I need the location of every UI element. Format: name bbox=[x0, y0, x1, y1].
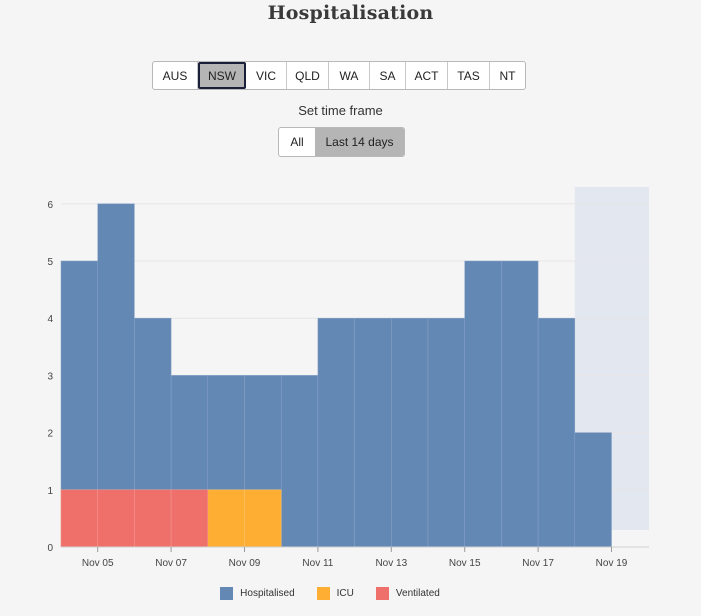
legend-swatch-hospitalised bbox=[220, 587, 234, 600]
bar-hospitalised bbox=[501, 260, 539, 548]
legend-swatch-ventilated bbox=[375, 587, 389, 600]
legend-label-hospitalised: Hospitalised bbox=[240, 588, 295, 599]
x-tick-label: Nov 17 bbox=[522, 558, 554, 569]
y-tick-label: 6 bbox=[47, 200, 53, 211]
legend-item-icu: ICU bbox=[316, 587, 354, 600]
bar-ventilated bbox=[170, 489, 209, 548]
y-tick-label: 5 bbox=[47, 257, 53, 268]
bar-icu bbox=[207, 489, 245, 548]
bar-hospitalised bbox=[574, 432, 612, 548]
timeframe-button-last-14-days[interactable]: Last 14 days bbox=[315, 128, 404, 156]
x-tick-label: Nov 19 bbox=[596, 558, 628, 569]
bar-ventilated bbox=[60, 489, 98, 548]
bar-ventilated bbox=[97, 489, 135, 548]
legend-label-icu: ICU bbox=[336, 588, 354, 599]
x-tick-label: Nov 11 bbox=[302, 558, 333, 569]
timeframe-label: Set time frame bbox=[298, 103, 383, 118]
region-button-act[interactable]: ACT bbox=[406, 62, 448, 89]
chart-title: Hospitalisation bbox=[267, 2, 434, 24]
x-tick-label: Nov 13 bbox=[375, 558, 407, 569]
legend-label-ventilated: Ventilated bbox=[395, 588, 440, 599]
chart-legend: Hospitalised ICU Ventilated bbox=[0, 587, 660, 600]
region-button-tas[interactable]: TAS bbox=[448, 62, 490, 89]
bar-hospitalised bbox=[354, 317, 392, 548]
y-tick-label: 4 bbox=[47, 314, 53, 325]
bar-hospitalised bbox=[391, 317, 429, 548]
region-selector: AUS NSW VIC QLD WA SA ACT TAS NT bbox=[152, 61, 526, 90]
region-button-sa[interactable]: SA bbox=[370, 62, 406, 89]
region-button-vic[interactable]: VIC bbox=[246, 62, 287, 89]
legend-item-ventilated: Ventilated bbox=[375, 587, 440, 600]
legend-swatch-icu bbox=[316, 587, 330, 600]
timeframe-selector: All Last 14 days bbox=[278, 127, 405, 157]
bar-hospitalised bbox=[427, 317, 465, 548]
region-button-aus[interactable]: AUS bbox=[153, 62, 198, 89]
x-tick-label: Nov 05 bbox=[82, 558, 114, 569]
x-tick-label: Nov 15 bbox=[449, 558, 481, 569]
region-button-qld[interactable]: QLD bbox=[287, 62, 329, 89]
bar-hospitalised bbox=[280, 375, 319, 548]
region-button-nt[interactable]: NT bbox=[499, 68, 516, 83]
region-button-wa[interactable]: WA bbox=[329, 62, 370, 89]
bar-icu bbox=[244, 489, 282, 548]
region-button-nsw[interactable]: NSW bbox=[198, 62, 246, 89]
x-tick-label: Nov 09 bbox=[229, 558, 261, 569]
bar-hospitalised bbox=[317, 317, 355, 548]
x-tick-label: Nov 07 bbox=[155, 558, 187, 569]
bar-hospitalised bbox=[464, 260, 502, 548]
legend-item-hospitalised: Hospitalised bbox=[220, 587, 295, 600]
y-tick-label: 2 bbox=[47, 429, 53, 440]
bar-hospitalised bbox=[537, 317, 576, 548]
timeframe-button-all[interactable]: All bbox=[290, 135, 304, 149]
y-tick-label: 0 bbox=[47, 543, 53, 554]
bar-ventilated bbox=[134, 489, 172, 548]
y-tick-label: 3 bbox=[47, 371, 53, 382]
y-tick-label: 1 bbox=[47, 486, 53, 497]
